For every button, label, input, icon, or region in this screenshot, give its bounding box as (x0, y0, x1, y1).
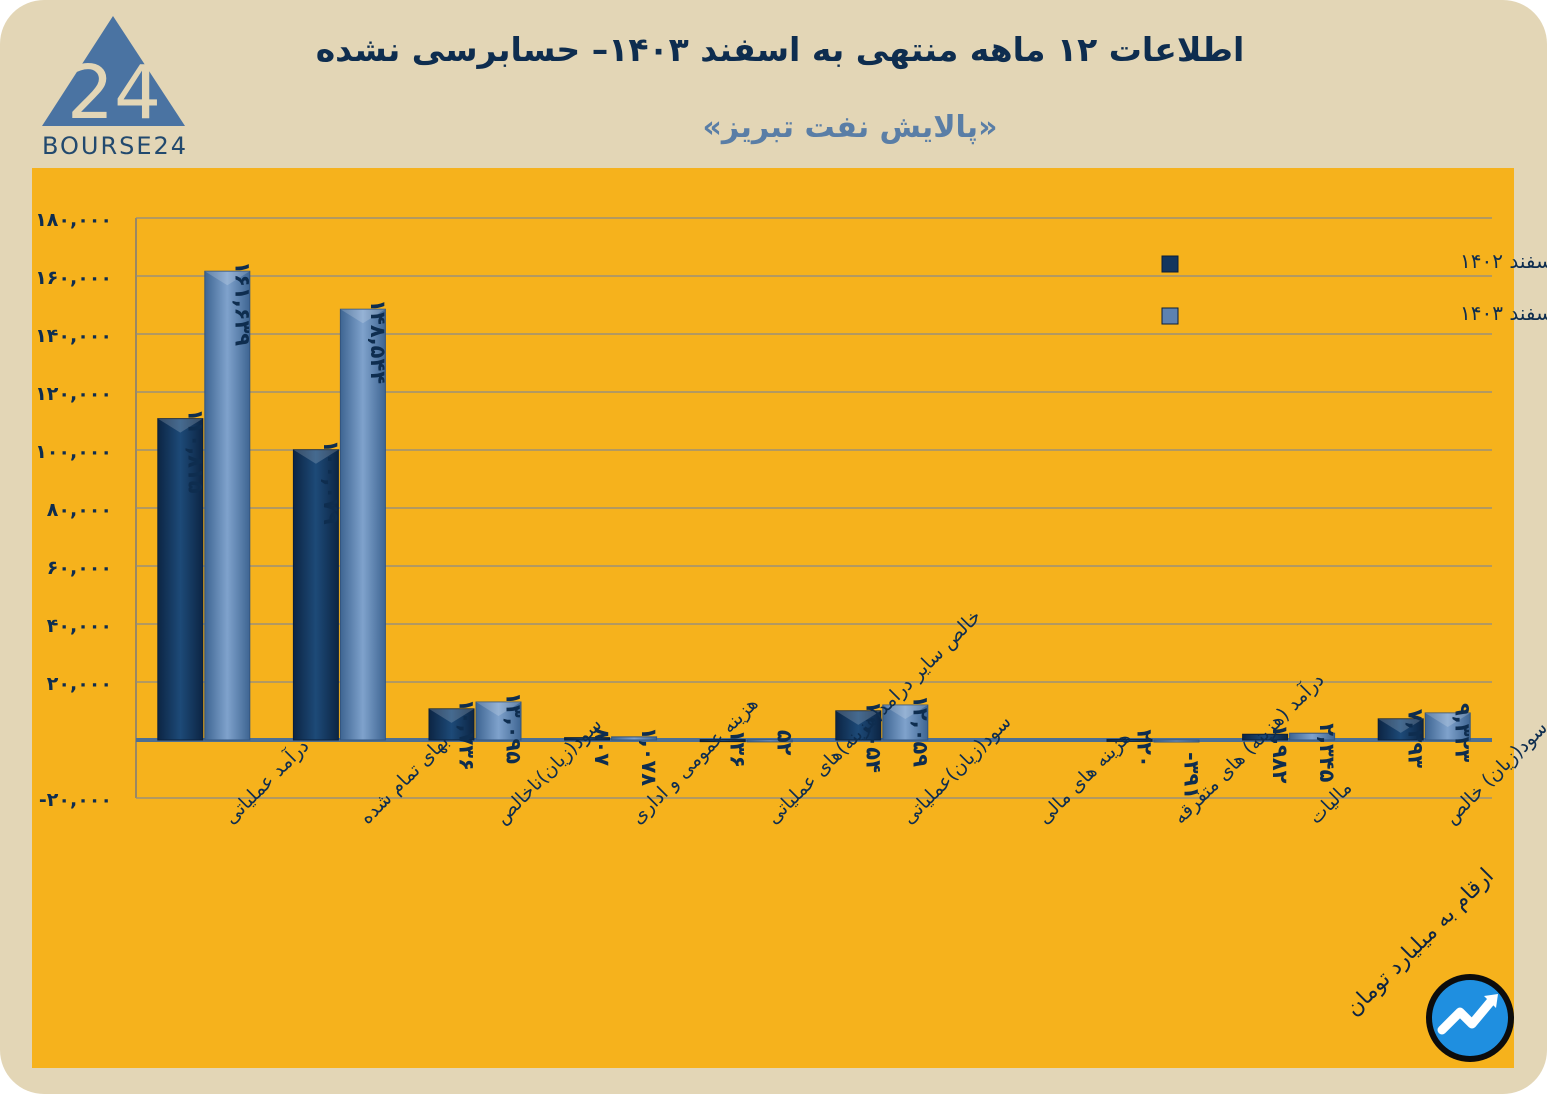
trend-logo-badge (1426, 974, 1514, 1062)
bar-1403 (882, 704, 929, 741)
y-tick-label: ۴۰,۰۰۰ (47, 615, 112, 637)
category-label: بهای تمام شده (355, 731, 453, 829)
chart-panel (32, 168, 1514, 1068)
y-tick-label: -۲۰,۰۰۰ (39, 789, 112, 811)
data-label: ۱۲,۰۵۹ (908, 695, 932, 767)
bar-1402 (1242, 733, 1289, 741)
y-tick-label: ۱۸۰,۰۰۰ (35, 209, 112, 231)
bar-1402 (157, 418, 204, 741)
trend-arrow-icon (1437, 994, 1498, 1035)
bar-1402 (564, 737, 611, 741)
bar-1403 (339, 308, 386, 741)
data-label: ۱۰,۷۳۶ (455, 699, 479, 771)
bar-1403 (204, 270, 251, 741)
bar-1402 (835, 710, 882, 741)
legend-label: عملکرد منتهی به اسفند ۱۴۰۳ (1460, 301, 1547, 325)
bar-cap (1378, 718, 1424, 733)
bar-cap (157, 418, 203, 433)
bar-cap (340, 309, 386, 324)
bar-1403 (475, 701, 522, 741)
bar-1403 (1424, 712, 1471, 741)
y-tick-label: ۱۶۰,۰۰۰ (35, 267, 112, 289)
bar-1403 (746, 739, 793, 743)
bar-cap (882, 705, 928, 720)
data-label: ۱۶۱,۶۳۹ (230, 261, 254, 346)
logo-text: BOURSE24 (41, 132, 189, 160)
bar-cap (835, 710, 881, 725)
bar-1402 (428, 708, 475, 741)
y-tick-label: ۸۰,۰۰۰ (47, 499, 112, 521)
data-label: ۷,۲۹۳ (1404, 709, 1428, 768)
bar-1403 (1289, 732, 1336, 741)
logo-mark: 24 (67, 50, 161, 136)
y-tick-label: ۶۰,۰۰۰ (47, 557, 112, 579)
data-label: -۳۹۱ (1180, 752, 1204, 799)
bar-1402 (1377, 718, 1424, 741)
data-label: ۱۳۶ (726, 730, 750, 768)
data-label: ۱,۹۸۲ (1268, 724, 1292, 783)
bar-1403 (611, 736, 658, 741)
bar-cap (429, 708, 474, 723)
page-title: اطلاعات ۱۲ ماهه منتهی به اسفند ۱۴۰۳– حسا… (315, 30, 1245, 69)
category-label: درآمد عملیاتی (218, 734, 313, 829)
data-label: ۱۱۰,۸۱۵ (183, 409, 207, 494)
bar-cap (204, 271, 250, 286)
data-label: ۱۰,۰۵۴ (861, 701, 885, 773)
y-tick-label: ۲۰,۰۰۰ (47, 673, 112, 695)
bar-cap (293, 449, 339, 464)
data-label: ۸۰۷ (590, 728, 614, 767)
bar-cap (476, 702, 521, 717)
data-label: ۵۲ (773, 730, 797, 756)
data-label: ۱,۰۷۸ (637, 727, 661, 786)
bar-1403 (1153, 739, 1200, 743)
bourse24-logo: 24 (42, 16, 185, 136)
company-subtitle: «پالایش نفت تبریز» (702, 110, 998, 145)
y-tick-label: ۱۰۰,۰۰۰ (35, 441, 112, 463)
bar-1402 (292, 449, 339, 741)
data-label: ۹,۳۲۳ (1451, 703, 1475, 762)
legend-label: عملکرد منتهی به اسفند ۱۴۰۲ (1460, 249, 1547, 273)
data-label: ۱۴۸,۵۴۴ (366, 299, 390, 384)
data-label: ۲۲۰ (1133, 729, 1157, 767)
data-label: ۱۳,۰۹۵ (502, 692, 526, 764)
legend-swatch-1402 (1161, 255, 1179, 273)
data-label: ۲,۳۴۵ (1315, 723, 1339, 782)
category-label: مالیات (1305, 777, 1357, 829)
bar-1402 (699, 739, 746, 743)
y-tick-label: ۱۲۰,۰۰۰ (35, 383, 112, 405)
bar-cap (1425, 712, 1471, 727)
category-label: درآمد (هزینه) های متفرقه (1168, 668, 1329, 829)
y-tick-label: ۱۴۰,۰۰۰ (35, 325, 112, 347)
legend-swatch-1403 (1161, 307, 1179, 325)
data-label: ۱۰۰,۰۷۹ (319, 440, 343, 525)
bar-1402 (1106, 738, 1153, 742)
